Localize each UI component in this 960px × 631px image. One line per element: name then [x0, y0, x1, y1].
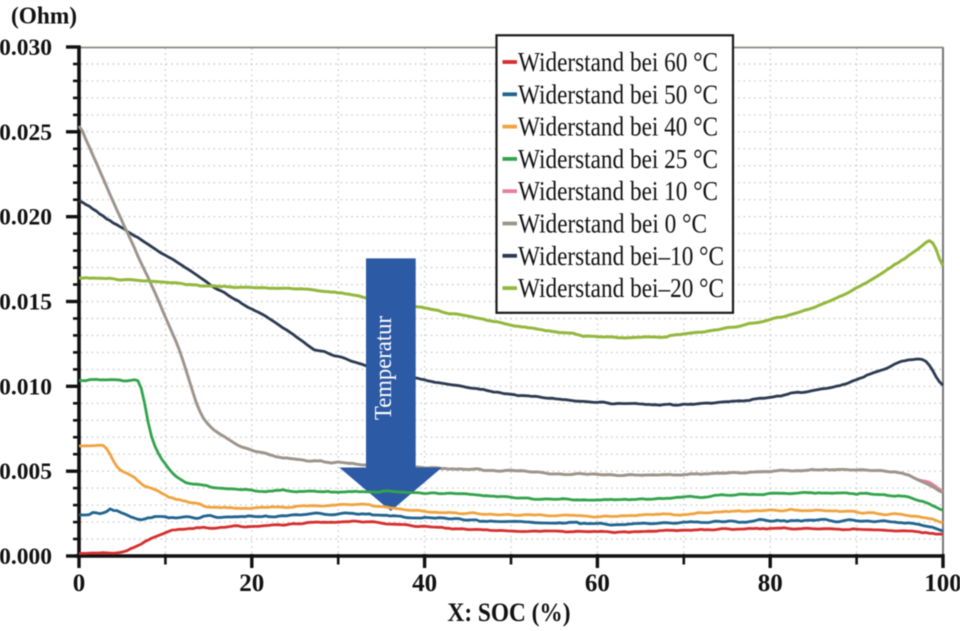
svg-text:(Ohm): (Ohm) — [11, 4, 77, 30]
svg-text:Widerstand bei 40 °C: Widerstand bei 40 °C — [518, 111, 718, 142]
svg-text:0.020: 0.020 — [0, 205, 52, 231]
svg-text:Widerstand bei–20 °C: Widerstand bei–20 °C — [518, 272, 724, 303]
svg-text:0.005: 0.005 — [0, 459, 52, 485]
svg-text:0: 0 — [73, 570, 86, 597]
svg-text:20: 20 — [239, 570, 264, 597]
svg-text:Widerstand bei 60 °C: Widerstand bei 60 °C — [518, 46, 718, 77]
svg-text:40: 40 — [412, 570, 437, 597]
svg-text:80: 80 — [758, 570, 783, 597]
svg-text:60: 60 — [585, 570, 610, 597]
svg-text:100: 100 — [924, 570, 960, 597]
svg-text:0.000: 0.000 — [0, 544, 52, 570]
svg-text:0.025: 0.025 — [0, 120, 52, 146]
svg-text:Widerstand bei 0 °C: Widerstand bei 0 °C — [518, 208, 707, 239]
svg-text:0.015: 0.015 — [0, 290, 52, 316]
svg-text:Temperatur: Temperatur — [371, 316, 397, 420]
svg-text:0.030: 0.030 — [0, 35, 52, 61]
svg-text:Widerstand bei 10 °C: Widerstand bei 10 °C — [518, 175, 718, 206]
svg-text:0.010: 0.010 — [0, 374, 52, 400]
svg-text:Widerstand bei 50 °C: Widerstand bei 50 °C — [518, 78, 718, 109]
svg-text:Widerstand bei–10 °C: Widerstand bei–10 °C — [518, 240, 724, 271]
svg-text:X: SOC (%): X: SOC (%) — [448, 598, 571, 627]
svg-text:Widerstand bei 25 °C: Widerstand bei 25 °C — [518, 143, 718, 174]
